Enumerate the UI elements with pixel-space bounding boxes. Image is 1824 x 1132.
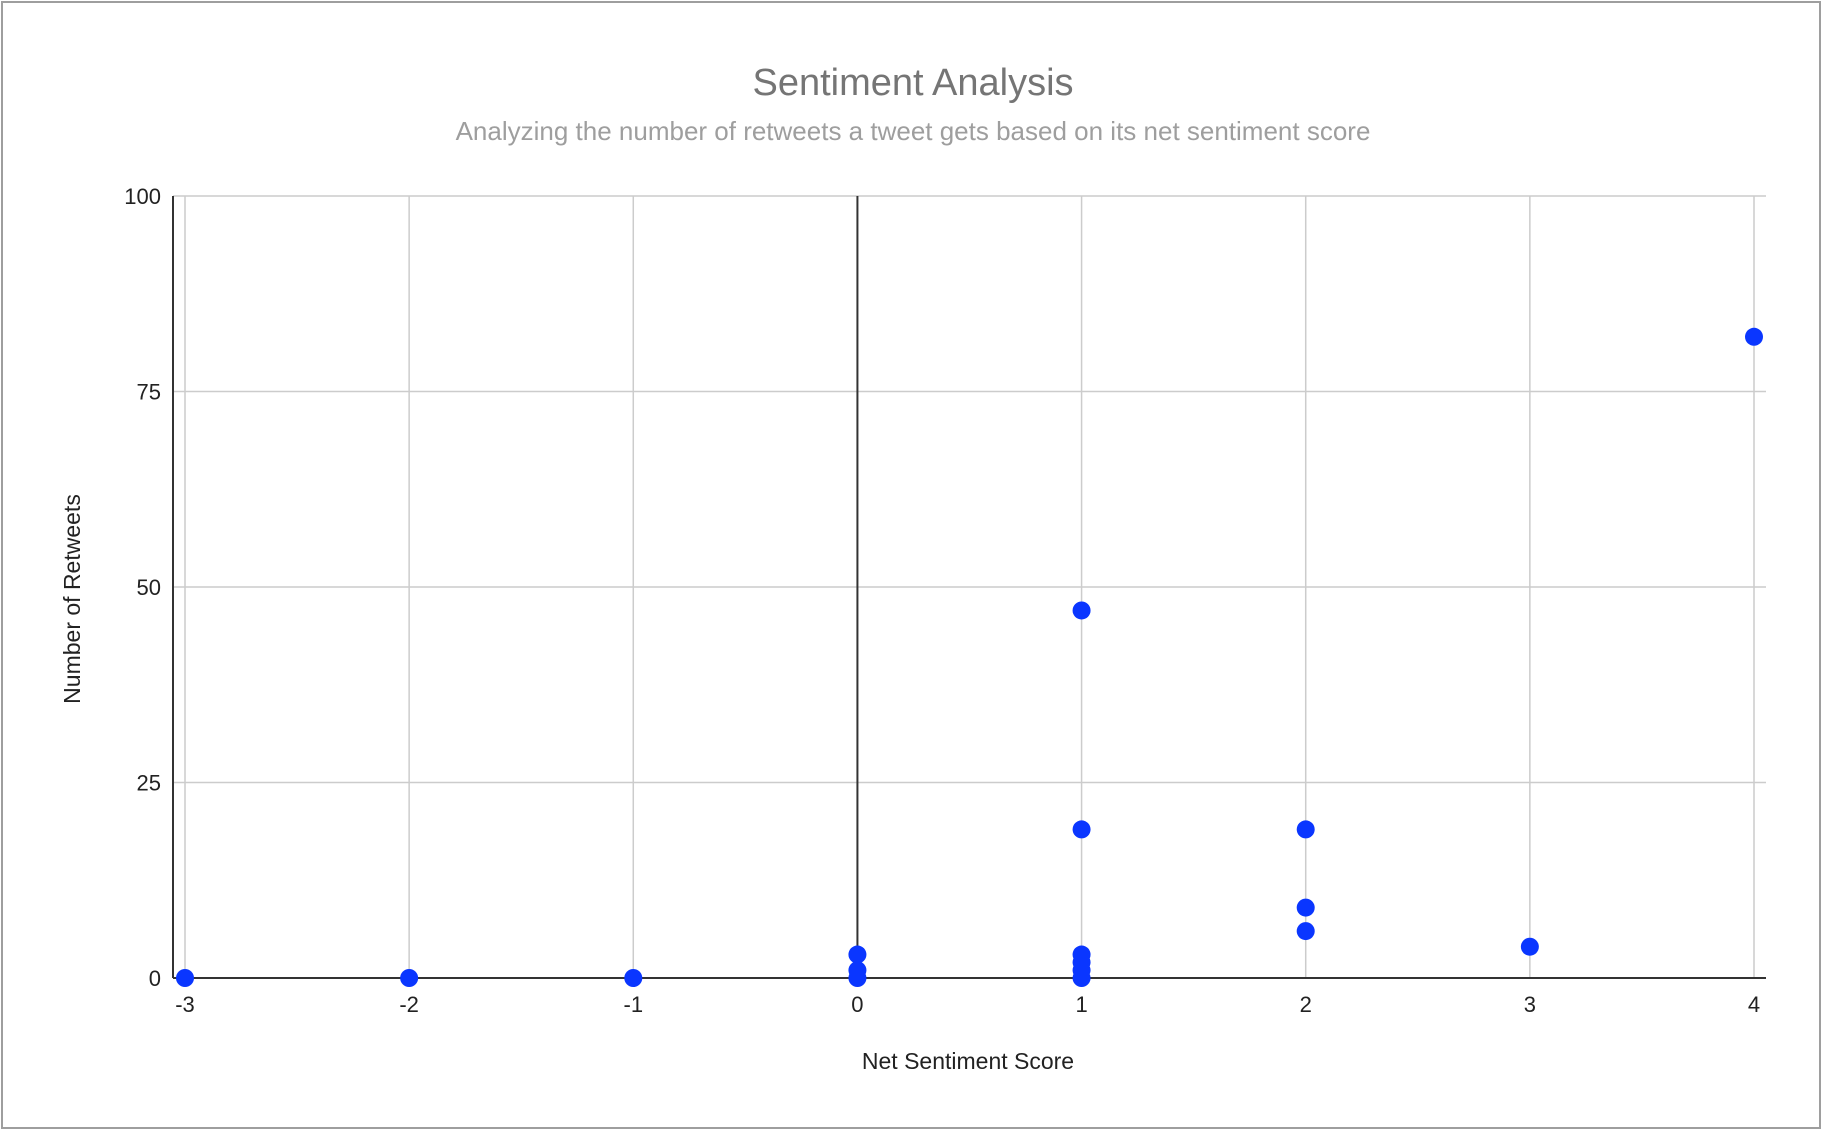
data-point[interactable] <box>1072 601 1091 620</box>
data-point[interactable] <box>1296 820 1315 839</box>
x-tick-label: 4 <box>1748 992 1760 1017</box>
gridlines <box>173 195 1766 979</box>
data-point[interactable] <box>1296 922 1315 941</box>
axes <box>172 196 1766 979</box>
data-point[interactable] <box>1745 327 1763 346</box>
x-tick-label: 2 <box>1300 992 1312 1017</box>
chart-title: Sentiment Analysis <box>752 62 1073 104</box>
y-tick-label: 75 <box>137 380 161 405</box>
x-tick-label: -3 <box>175 992 195 1017</box>
data-point[interactable] <box>176 969 194 987</box>
data-point[interactable] <box>848 969 867 987</box>
y-axis-title: Number of Retweets <box>59 494 85 704</box>
y-tick-label: 0 <box>149 966 161 991</box>
data-point[interactable] <box>848 945 867 964</box>
scatter-chart: Sentiment Analysis Analyzing the number … <box>59 62 1766 1074</box>
y-tick-label: 25 <box>137 771 161 796</box>
data-point[interactable] <box>1520 937 1539 956</box>
data-point[interactable] <box>1072 820 1091 839</box>
x-tick-label: 1 <box>1075 992 1087 1017</box>
data-point[interactable] <box>1072 969 1091 987</box>
x-tick-label: -1 <box>624 992 644 1017</box>
x-tick-label: 0 <box>851 992 863 1017</box>
y-tick-label: 100 <box>124 184 161 209</box>
x-tick-label: 3 <box>1524 992 1536 1017</box>
tick-labels: 0 25 50 75 100 -3 -2 -1 0 1 2 3 4 <box>124 184 1760 1017</box>
x-axis-title: Net Sentiment Score <box>862 1048 1074 1074</box>
x-tick-label: -2 <box>399 992 419 1017</box>
data-point[interactable] <box>624 969 643 987</box>
chart-subtitle: Analyzing the number of retweets a tweet… <box>456 116 1371 146</box>
data-point[interactable] <box>400 969 419 987</box>
y-tick-label: 50 <box>137 575 161 600</box>
data-points <box>176 327 1763 987</box>
data-point[interactable] <box>1296 898 1315 917</box>
